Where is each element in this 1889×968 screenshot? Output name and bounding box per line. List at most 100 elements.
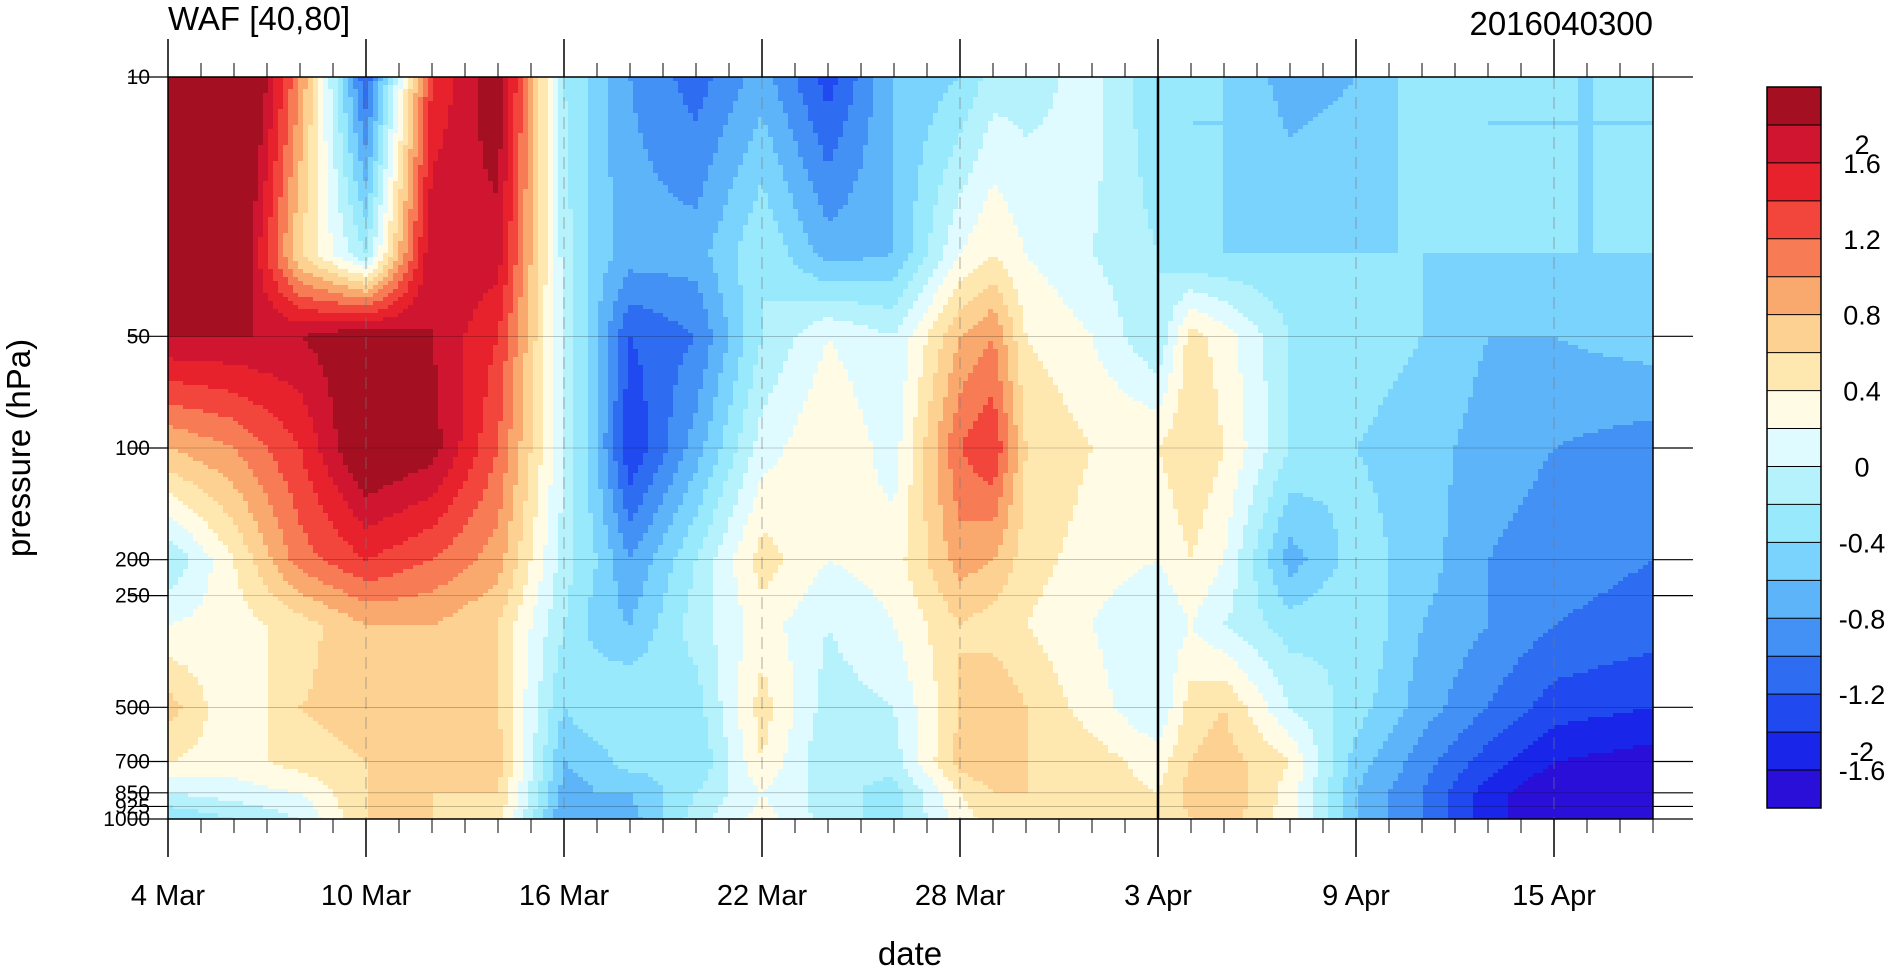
field-cell xyxy=(1108,97,1114,102)
field-cell xyxy=(1368,105,1374,110)
field-cell xyxy=(703,93,709,98)
field-cell xyxy=(858,105,864,110)
field-cell xyxy=(413,97,419,102)
field-cell xyxy=(1408,109,1414,114)
field-cell xyxy=(468,113,474,118)
field-cell xyxy=(338,85,344,90)
field-cell xyxy=(368,105,374,110)
field-cell xyxy=(1418,89,1424,94)
field-cell xyxy=(553,85,559,90)
field-cell xyxy=(1103,85,1109,90)
field-cell xyxy=(1073,101,1079,106)
field-cell xyxy=(683,85,689,90)
field-cell xyxy=(1448,109,1454,114)
field-cell xyxy=(263,109,269,114)
field-cell xyxy=(1128,93,1134,98)
field-cell xyxy=(263,93,269,98)
field-cell xyxy=(583,113,589,118)
field-cell xyxy=(1263,97,1269,102)
field-cell xyxy=(688,113,694,118)
field-cell xyxy=(1618,93,1624,98)
field-cell xyxy=(1093,105,1099,110)
field-cell xyxy=(1358,97,1364,102)
field-cell xyxy=(1003,109,1009,114)
field-cell xyxy=(243,101,249,106)
field-cell xyxy=(1453,97,1459,102)
field-cell xyxy=(973,85,979,90)
field-cell xyxy=(1363,105,1369,110)
field-cell xyxy=(533,101,539,106)
field-cell xyxy=(353,113,359,118)
field-cell xyxy=(273,89,279,94)
field-cell xyxy=(1533,105,1539,110)
field-cell xyxy=(183,93,189,98)
field-cell xyxy=(1358,105,1364,110)
field-cell xyxy=(208,93,214,98)
field-cell xyxy=(728,105,734,110)
field-cell xyxy=(1058,89,1064,94)
field-cell xyxy=(1313,81,1319,86)
field-cell xyxy=(418,93,424,98)
field-cell xyxy=(1203,105,1209,110)
field-cell xyxy=(388,97,394,102)
field-cell xyxy=(843,109,849,114)
field-cell xyxy=(938,97,944,102)
field-cell xyxy=(308,93,314,98)
field-cell xyxy=(433,109,439,114)
field-cell xyxy=(1503,93,1509,98)
field-cell xyxy=(1628,89,1634,94)
field-cell xyxy=(1058,109,1064,114)
field-cell xyxy=(1628,109,1634,114)
field-cell xyxy=(898,89,904,94)
field-cell xyxy=(833,109,839,114)
field-cell xyxy=(1343,89,1349,94)
field-cell xyxy=(698,89,704,94)
field-cell xyxy=(338,109,344,114)
field-cell xyxy=(573,89,579,94)
field-cell xyxy=(1008,89,1014,94)
field-cell xyxy=(423,93,429,98)
field-cell xyxy=(1258,93,1264,98)
field-cell xyxy=(1033,109,1039,114)
field-cell xyxy=(608,105,614,110)
field-cell xyxy=(1428,93,1434,98)
field-cell xyxy=(583,97,589,102)
field-cell xyxy=(703,89,709,94)
field-cell xyxy=(998,97,1004,102)
field-cell xyxy=(1423,81,1429,86)
field-cell xyxy=(1108,109,1114,114)
field-cell xyxy=(418,81,424,86)
field-cell xyxy=(748,89,754,94)
field-cell xyxy=(913,97,919,102)
field-cell xyxy=(1488,81,1494,86)
field-cell xyxy=(1588,101,1594,106)
field-cell xyxy=(568,105,574,110)
field-cell xyxy=(1248,81,1254,86)
field-cell xyxy=(288,97,294,102)
field-cell xyxy=(598,101,604,106)
field-cell xyxy=(673,113,679,118)
field-cell xyxy=(893,105,899,110)
field-cell xyxy=(1508,89,1514,94)
field-cell xyxy=(863,85,869,90)
field-cell xyxy=(188,81,194,86)
field-cell xyxy=(883,105,889,110)
field-cell xyxy=(1028,81,1034,86)
field-cell xyxy=(1243,89,1249,94)
field-cell xyxy=(213,109,219,114)
field-cell xyxy=(1053,89,1059,94)
field-cell xyxy=(228,89,234,94)
field-cell xyxy=(368,81,374,86)
field-cell xyxy=(1623,101,1629,106)
field-cell xyxy=(1088,85,1094,90)
field-cell xyxy=(643,109,649,114)
field-cell xyxy=(458,113,464,118)
field-cell xyxy=(1063,97,1069,102)
field-cell xyxy=(1088,93,1094,98)
field-cell xyxy=(1533,109,1539,114)
field-cell xyxy=(1123,109,1129,114)
field-cell xyxy=(303,93,309,98)
field-cell xyxy=(358,85,364,90)
field-cell xyxy=(1258,101,1264,106)
field-cell xyxy=(1058,101,1064,106)
